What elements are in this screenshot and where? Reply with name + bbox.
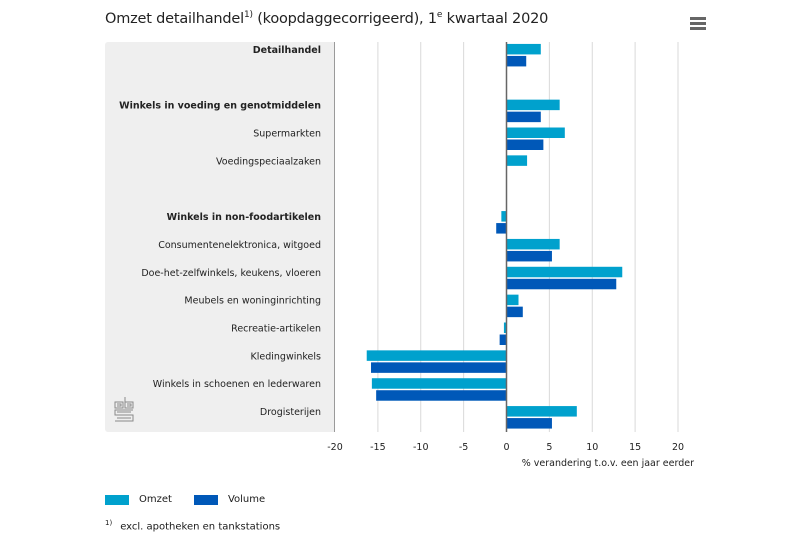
bar-omzet[interactable] <box>506 43 541 55</box>
bar-omzet[interactable] <box>506 266 623 278</box>
chart-title: Omzet detailhandel1) (koopdaggecorrigeer… <box>105 10 548 27</box>
title-rest: (koopdaggecorrigeerd), 1 <box>252 10 437 27</box>
bar-volume[interactable] <box>496 223 507 234</box>
bar-volume[interactable] <box>506 139 544 151</box>
bar-volume[interactable] <box>506 418 552 429</box>
footnote: 1) excl. apotheken en tankstations <box>105 519 280 532</box>
legend-swatch-volume <box>193 494 218 505</box>
bar-volume[interactable] <box>506 250 552 262</box>
footnote-text: excl. apotheken en tankstations <box>120 521 281 533</box>
menu-line <box>690 22 706 25</box>
bar-volume[interactable] <box>506 111 541 123</box>
title-tail: kwartaal 2020 <box>442 10 549 27</box>
menu-line <box>690 17 706 20</box>
x-tick-label: -20 <box>327 442 343 453</box>
x-tick-label: -10 <box>413 442 429 453</box>
title-footnote-marker: 1) <box>243 10 253 20</box>
x-tick-label: -15 <box>370 442 386 453</box>
x-tick-label: 20 <box>672 442 684 453</box>
legend-item-volume[interactable]: Volume <box>193 494 266 505</box>
category-labels: Detailhandel Winkels in voeding en genotm… <box>119 45 321 418</box>
footnote-marker: 1) <box>105 519 113 527</box>
bar-omzet[interactable] <box>506 238 560 250</box>
legend-label-volume: Volume <box>227 494 266 505</box>
category-label: Meubels en woninginrichting <box>184 296 321 307</box>
bar-volume[interactable] <box>371 362 507 373</box>
category-label-panel <box>105 42 335 432</box>
category-label: Winkels in schoenen en lederwaren <box>153 379 321 390</box>
bar-volume[interactable] <box>376 390 507 401</box>
bar-omzet[interactable] <box>506 294 519 306</box>
bar-omzet[interactable] <box>506 406 577 417</box>
category-label: Voedingspeciaalzaken <box>216 156 321 167</box>
bar-omzet[interactable] <box>366 350 507 361</box>
category-label: Kledingwinkels <box>251 351 322 362</box>
x-tick-labels: -20 -15 -10 -5 0 5 10 15 20 <box>327 442 684 453</box>
bar-volume[interactable] <box>506 306 523 318</box>
bar-omzet[interactable] <box>506 155 528 166</box>
bar-volume[interactable] <box>506 55 527 67</box>
legend-item-omzet[interactable]: Omzet <box>105 494 172 505</box>
category-label: Winkels in voeding en genotmiddelen <box>119 101 321 112</box>
bar-volume[interactable] <box>506 278 617 290</box>
category-label: Consumentenelektronica, witgoed <box>158 240 321 251</box>
category-label: Drogisterijen <box>260 407 321 418</box>
legend-label-omzet: Omzet <box>139 494 172 505</box>
x-axis-title: % verandering t.o.v. een jaar eerder <box>522 458 694 469</box>
category-label: Detailhandel <box>253 45 321 56</box>
bar-volume[interactable] <box>499 334 507 346</box>
bars <box>366 43 623 429</box>
legend-swatch-omzet <box>105 494 129 505</box>
cbs-logo <box>114 397 134 422</box>
hamburger-menu-icon[interactable] <box>690 17 706 31</box>
title-main: Omzet detailhandel <box>105 10 244 27</box>
bar-omzet[interactable] <box>506 99 560 111</box>
bar-omzet[interactable] <box>501 211 507 222</box>
x-tick-label: 15 <box>629 442 641 453</box>
category-label: Winkels in non-foodartikelen <box>167 212 322 223</box>
bar-omzet[interactable] <box>371 378 507 389</box>
bar-omzet[interactable] <box>503 322 507 334</box>
title-ordinal: e <box>436 10 443 20</box>
category-label: Doe-het-zelfwinkels, keukens, vloeren <box>141 268 321 279</box>
category-label: Supermarkten <box>253 129 321 140</box>
x-tick-label: 0 <box>503 442 509 453</box>
category-label: Recreatie-artikelen <box>231 324 321 335</box>
bar-omzet[interactable] <box>506 127 565 139</box>
x-tick-label: 10 <box>586 442 598 453</box>
menu-line <box>690 27 706 30</box>
x-tick-label: 5 <box>546 442 552 453</box>
legend: Omzet Volume <box>105 494 287 505</box>
x-tick-label: -5 <box>459 442 468 453</box>
